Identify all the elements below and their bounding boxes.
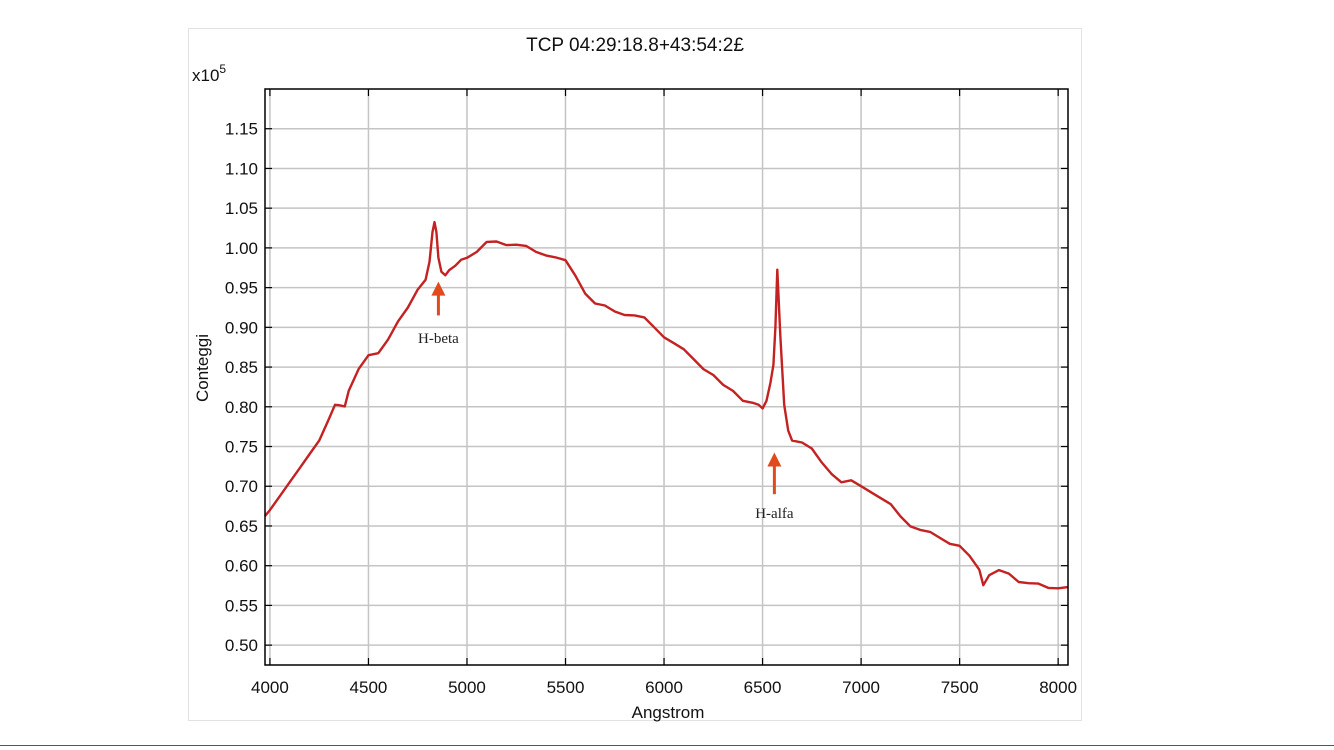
y-multiplier: x105 [192,62,226,85]
axis-ticks: 4000 4500 5000 5500 6000 6500 7000 7500 8000 0.50… [225,89,1077,697]
y-tick-label: 1.15 [225,120,258,139]
y-tick-label: 0.75 [225,438,258,457]
x-tick-label: 5500 [547,678,585,697]
y-axis-label: Conteggi [193,334,212,402]
x-tick-label: 7500 [941,678,979,697]
grid [265,89,1068,665]
y-tick-label: 0.85 [225,358,258,377]
bottom-rule [0,745,1334,746]
annotation-arrow [767,452,782,495]
y-tick-label: 0.70 [225,477,258,496]
x-tick-label: 7000 [842,678,880,697]
x-axis-label: Angstrom [632,703,705,722]
y-tick-label: 1.00 [225,239,258,258]
y-tick-label: 0.90 [225,318,258,337]
annotations: H-beta H-alfa [418,281,794,522]
x-tick-label: 6500 [744,678,782,697]
x-tick-label: 8000 [1039,678,1077,697]
x-tick-label: 4500 [350,678,388,697]
x-tick-label: 4000 [251,678,289,697]
y-tick-label: 0.65 [225,517,258,536]
y-tick-label: 0.95 [225,279,258,298]
plot-area-border [264,88,1069,666]
annotation-arrow [431,281,446,316]
y-tick-label: 1.05 [225,199,258,218]
y-multiplier-exp: 5 [219,62,226,76]
y-tick-label: 0.60 [225,557,258,576]
annotation-label: H-alfa [755,506,794,522]
chart-title: TCP 04:29:18.8+43:54:2£ [526,35,744,56]
y-tick-label: 1.10 [225,159,258,178]
x-tick-label: 6000 [645,678,683,697]
spectrum-line [264,220,1069,590]
x-tick-label: 5000 [448,678,486,697]
series-layer [264,220,1069,590]
y-tick-label: 0.50 [225,636,258,655]
annotation-label: H-beta [418,331,459,347]
y-tick-label: 0.55 [225,596,258,615]
y-tick-label: 0.80 [225,398,258,417]
y-multiplier-base: x10 [192,66,219,85]
